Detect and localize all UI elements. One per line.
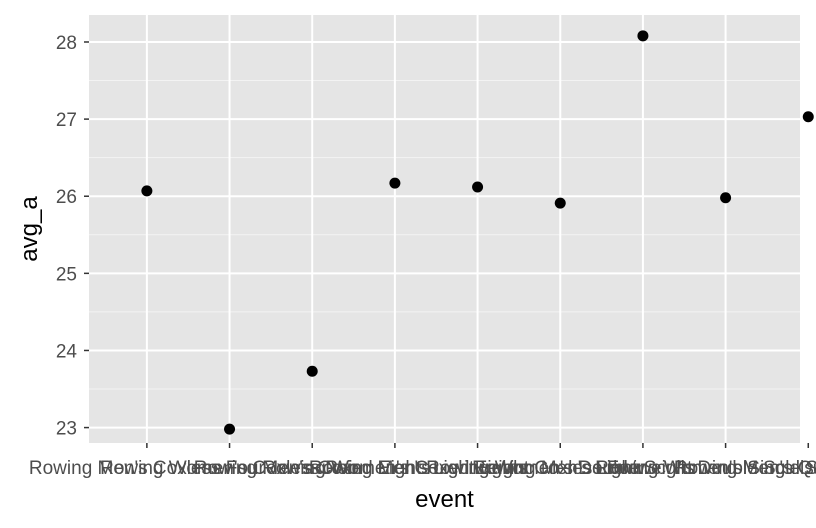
- data-point: [224, 423, 236, 435]
- x-tick-label: Rowing Women's Coxed Eights: [262, 458, 527, 479]
- y-tick-labels: 23 24 25 26 27 28: [56, 33, 78, 440]
- x-tick-label: Rowing Men's Coxed Eights: [194, 458, 431, 479]
- x-tick-label: Rowing Women's Single Sculls: [595, 458, 816, 479]
- y-tick-label: 26: [56, 187, 77, 208]
- data-point: [720, 192, 732, 204]
- x-tick-label: Rowing Women's Double Sculls: [426, 458, 694, 479]
- x-axis-title: event: [415, 486, 474, 513]
- y-tick-label: 27: [56, 110, 77, 131]
- data-point: [637, 30, 649, 42]
- data-point: [802, 111, 814, 123]
- y-tick-label: 28: [56, 33, 77, 54]
- x-tick-label: Rowing Men's Quadruple Sculls: [674, 458, 816, 479]
- x-tick-label: Rowing Men's Lightweight Coxless Four: [309, 458, 647, 479]
- x-tick-label: Rowing Women's Coxless Pair: [100, 458, 359, 479]
- data-point: [306, 365, 318, 377]
- data-point: [472, 181, 484, 193]
- x-tick-label: Rowing Men's Lightweight Double Sculls: [472, 458, 814, 479]
- data-point: [141, 185, 153, 197]
- data-point: [389, 177, 401, 189]
- data-point: [554, 197, 566, 209]
- y-tick-label: 23: [56, 419, 77, 440]
- y-tick-label: 24: [56, 341, 78, 362]
- data-points: [141, 30, 814, 435]
- plot-panel: [89, 15, 800, 443]
- x-tick-label: Rowing Men's Coxless Four: [29, 458, 266, 479]
- grid-minor: [89, 80, 800, 390]
- y-axis-title: avg_a: [16, 196, 43, 262]
- y-tick-label: 25: [56, 264, 77, 285]
- axis-ticks: [84, 41, 810, 448]
